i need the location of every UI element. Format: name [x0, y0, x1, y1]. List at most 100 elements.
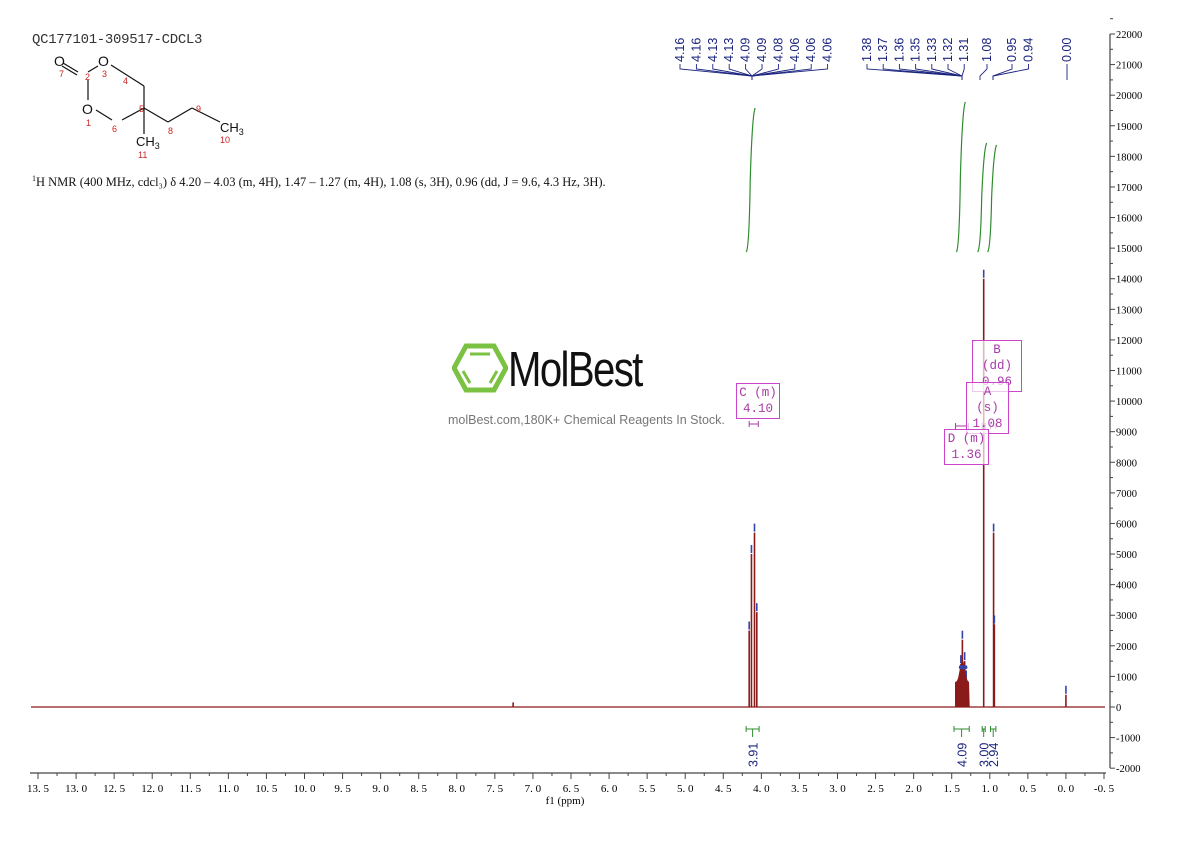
y-axis: 2200021000200001900018000170001600015000…: [1109, 18, 1142, 775]
nmr-description: 1H NMR (400 MHz, cdcl₃) δ 4.20 – 4.03 (m…: [32, 174, 606, 190]
x-tick-label: 1. 5: [943, 783, 960, 795]
y-tick-label: 22000: [1116, 30, 1142, 41]
svg-text:11: 11: [138, 150, 147, 160]
integral-curves: [745, 101, 998, 253]
y-tick-label: -1000: [1116, 734, 1141, 745]
peak-label: 4.13: [722, 38, 736, 62]
y-tick-label: 6000: [1116, 519, 1137, 530]
x-tick-label: 3. 0: [829, 783, 846, 795]
y-tick-label: 14000: [1116, 275, 1142, 286]
x-tick-label: 6. 5: [563, 783, 580, 795]
atom-o-1: O: [82, 101, 93, 117]
peak-labels: 4.16 4.16 4.13 4.13 4.09 4.09 4.08 4.06 4.06 4.06…: [673, 38, 1074, 80]
y-tick-label: 1000: [1116, 672, 1137, 683]
x-axis: 13. 5 13. 0 12. 5 12. 0 11. 5 11. 0 10. 5 10. 0…: [27, 772, 1115, 807]
spectrum-trace: [31, 269, 1105, 708]
y-tick-label: 11000: [1116, 367, 1142, 378]
x-tick-label: 5. 0: [677, 783, 694, 795]
peak-label: 1.35: [909, 38, 923, 62]
peak-label: 0.95: [1005, 38, 1019, 62]
multiplet-box-c: C (m) 4.10: [736, 383, 780, 419]
peak-label: 4.09: [755, 38, 769, 62]
y-tick-label: -2000: [1116, 764, 1141, 775]
x-tick-label: 9. 0: [372, 783, 389, 795]
x-axis-title: f1 (ppm): [546, 795, 585, 807]
svg-text:10: 10: [220, 135, 230, 145]
peak-label: 4.16: [689, 38, 703, 62]
x-tick-label: 13. 5: [27, 783, 50, 795]
y-tick-label: 5000: [1116, 550, 1137, 561]
atom-o-3: O: [98, 53, 109, 69]
y-tick-label: 12000: [1116, 336, 1142, 347]
x-tick-label: 13. 0: [65, 783, 88, 795]
peak-label: 4.06: [804, 38, 818, 62]
peak-label: 1.36: [892, 38, 906, 62]
y-tick-label: 15000: [1116, 244, 1142, 255]
y-tick-label: 9000: [1116, 428, 1137, 439]
x-tick-label: 12. 5: [103, 783, 126, 795]
peak-label: 0.94: [1022, 38, 1036, 62]
x-tick-label: 7. 0: [525, 783, 542, 795]
y-tick-label: 2000: [1116, 642, 1137, 653]
peak-label: 4.06: [821, 38, 835, 62]
x-tick-label: 12. 0: [141, 783, 164, 795]
x-tick-label: 11. 0: [218, 783, 240, 795]
x-tick-label: 9. 5: [334, 783, 351, 795]
y-tick-label: 7000: [1116, 489, 1137, 500]
x-tick-label: 10. 0: [294, 783, 317, 795]
integral-value: 2.94: [987, 743, 1001, 767]
peak-label: 1.08: [980, 38, 994, 62]
svg-text:9: 9: [196, 104, 201, 114]
x-tick-label: 1. 0: [982, 783, 999, 795]
peak-label: 4.16: [673, 38, 687, 62]
multiplet-box-d: D (m) 1.36: [944, 429, 989, 465]
integral-value: 4.09: [956, 743, 970, 767]
peak-label: 0.00: [1060, 38, 1074, 62]
watermark-tagline: molBest.com,180K+ Chemical Reagents In S…: [448, 413, 725, 427]
y-tick-label: 18000: [1116, 152, 1142, 163]
y-tick-label: 10000: [1116, 397, 1142, 408]
peak-label: 4.09: [739, 38, 753, 62]
sample-id-title: QC177101-309517-CDCL3: [32, 32, 203, 48]
y-tick-label: 17000: [1116, 183, 1142, 194]
svg-text:3: 3: [102, 69, 107, 79]
x-tick-label: 0. 0: [1058, 783, 1075, 795]
y-tick-label: 21000: [1116, 61, 1142, 72]
svg-text:8: 8: [168, 126, 173, 136]
peak-label: 1.32: [941, 38, 955, 62]
peak-label: 4.06: [788, 38, 802, 62]
peak-label: 1.38: [860, 38, 874, 62]
y-tick-label: 19000: [1116, 122, 1142, 133]
peak-label: 4.08: [771, 38, 785, 62]
x-tick-label: -0. 5: [1094, 783, 1115, 795]
svg-text:4: 4: [123, 76, 128, 86]
integral-value: 3.00: [978, 743, 992, 767]
y-tick-label: 20000: [1116, 91, 1142, 102]
y-tick-label: 13000: [1116, 305, 1142, 316]
chemical-structure: O O O CH3 CH3 7 2 3 4 5 1 6 8 9 10 11: [54, 53, 244, 160]
x-tick-label: 8. 0: [449, 783, 466, 795]
y-tick-label: 4000: [1116, 581, 1137, 592]
x-tick-label: 7. 5: [487, 783, 504, 795]
peak-label: 4.13: [706, 38, 720, 62]
molbest-logo-icon: [452, 343, 508, 393]
x-tick-label: 2. 0: [905, 783, 922, 795]
watermark-brand: MolBest: [508, 343, 643, 397]
x-tick-label: 11. 5: [179, 783, 201, 795]
x-tick-label: 10. 5: [255, 783, 278, 795]
x-tick-label: 4. 0: [753, 783, 770, 795]
integral-labels: 3.91 4.09 3.002.94: [745, 421, 1001, 767]
x-tick-label: 2. 5: [867, 783, 884, 795]
x-tick-label: 3. 5: [791, 783, 808, 795]
x-tick-label: 8. 5: [410, 783, 427, 795]
multiplet-box-a: A (s) 1.08: [966, 382, 1009, 434]
svg-text:7: 7: [59, 69, 64, 79]
svg-text:2: 2: [85, 72, 90, 82]
peak-label: 1.31: [957, 38, 971, 62]
svg-text:CH3: CH3: [220, 120, 244, 137]
atom-o-7: O: [54, 53, 65, 69]
svg-text:CH3: CH3: [136, 134, 160, 151]
svg-text:5: 5: [139, 104, 144, 114]
y-tick-label: 3000: [1116, 611, 1137, 622]
peak-label: 1.33: [925, 38, 939, 62]
